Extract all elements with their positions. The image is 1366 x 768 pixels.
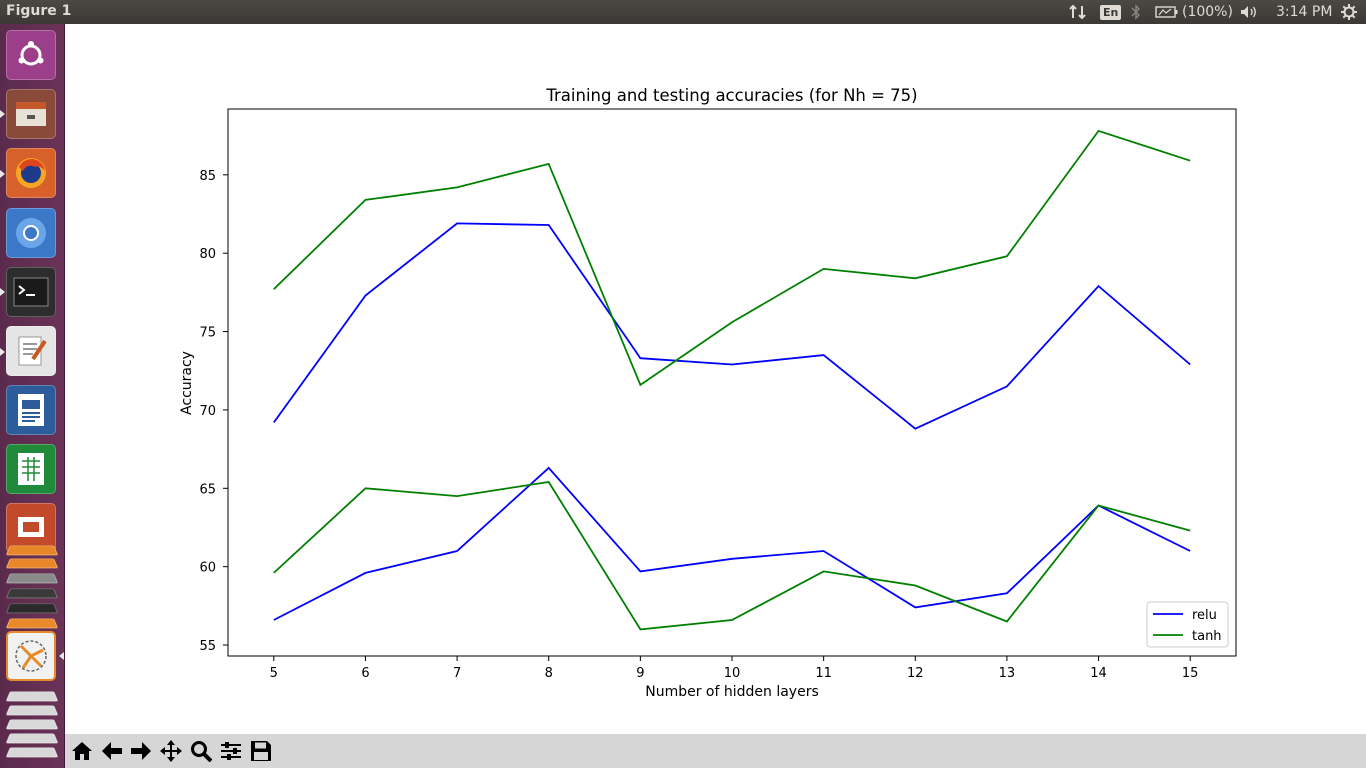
battery-percentage: (100%) [1182, 4, 1233, 20]
x-axis-label: Number of hidden layers [645, 684, 819, 700]
back-arrow-icon[interactable] [98, 738, 126, 764]
configure-subplots-icon[interactable] [217, 738, 245, 764]
top-panel: Figure 1 En (100%) 3:14 PM [0, 0, 1366, 24]
chromium-icon[interactable] [6, 208, 56, 258]
window-title: Figure 1 [6, 3, 72, 19]
y-tick-label: 65 [199, 482, 216, 497]
libreoffice-impress-icon[interactable] [6, 503, 56, 553]
x-tick-label: 6 [361, 666, 369, 681]
x-tick-label: 5 [270, 666, 278, 681]
focus-indicator [59, 652, 64, 660]
series-line-3 [273, 466, 1191, 621]
x-tick-label: 7 [453, 666, 461, 681]
firefox-icon[interactable] [6, 148, 56, 198]
stacked-window-icon[interactable] [5, 733, 59, 744]
figure-toolbar [65, 734, 1366, 768]
keyboard-layout-indicator[interactable]: En [1100, 0, 1122, 24]
battery-icon [1155, 6, 1179, 18]
running-indicator [0, 170, 5, 178]
launcher [0, 24, 65, 768]
bluetooth-icon[interactable] [1131, 0, 1141, 24]
system-settings-icon[interactable] [5, 603, 59, 614]
x-tick-label: 10 [724, 666, 741, 681]
running-indicator [0, 110, 5, 118]
axes-frame [227, 108, 1237, 657]
x-tick-label: 15 [1182, 666, 1199, 681]
figure-canvas[interactable]: Training and testing accuracies (for Nh … [65, 24, 1366, 734]
keyboard-layout-label: En [1100, 4, 1122, 20]
legend-label-tanh: tanh [1192, 629, 1222, 644]
terminal-icon[interactable] [6, 267, 56, 317]
stacked-window-icon[interactable] [5, 719, 59, 730]
battery-indicator[interactable]: (100%) [1155, 0, 1233, 24]
y-tick-label: 80 [199, 247, 216, 262]
legend: relu tanh [1146, 601, 1229, 648]
x-tick-label: 12 [907, 666, 924, 681]
system-settings-icon[interactable] [5, 588, 59, 599]
stacked-window-icon[interactable] [5, 691, 59, 702]
volume-icon[interactable] [1239, 0, 1259, 24]
y-tick-label: 60 [199, 561, 216, 576]
series-line-1 [273, 222, 1191, 430]
legend-label-relu: relu [1192, 608, 1217, 623]
clock[interactable]: 3:14 PM [1276, 4, 1333, 20]
x-tick-label: 11 [815, 666, 832, 681]
forward-arrow-icon[interactable] [127, 738, 155, 764]
stacked-window-icon[interactable] [5, 705, 59, 716]
x-tick-label: 14 [1090, 666, 1107, 681]
python-figure-icon[interactable] [6, 631, 56, 681]
amazon-icon[interactable] [5, 558, 59, 569]
y-axis-label: Accuracy [179, 351, 195, 415]
system-settings-icon[interactable] [5, 573, 59, 584]
y-tick-label: 75 [199, 326, 216, 341]
trash-icon[interactable] [5, 747, 59, 758]
ubuntu-dash-icon[interactable] [6, 30, 56, 80]
home-icon[interactable] [68, 738, 96, 764]
settings-gear-icon[interactable] [1340, 0, 1358, 24]
x-tick-label: 13 [999, 666, 1016, 681]
save-icon[interactable] [247, 738, 275, 764]
system-settings-icon[interactable] [5, 618, 59, 629]
x-tick-label: 8 [545, 666, 553, 681]
chart-title: Training and testing accuracies (for Nh … [545, 86, 917, 105]
files-icon[interactable] [6, 89, 56, 139]
pan-icon[interactable] [157, 738, 185, 764]
y-tick-label: 70 [199, 404, 216, 419]
libreoffice-writer-icon[interactable] [6, 385, 56, 435]
amazon-icon[interactable] [5, 545, 59, 556]
libreoffice-calc-icon[interactable] [6, 444, 56, 494]
text-editor-icon[interactable] [6, 326, 56, 376]
series-line-2 [273, 129, 1191, 387]
series-line-4 [273, 481, 1191, 631]
y-tick-label: 55 [199, 639, 216, 654]
x-tick-label: 9 [636, 666, 644, 681]
y-tick-label: 85 [199, 169, 216, 184]
network-transfer-icon[interactable] [1069, 0, 1087, 24]
running-indicator [0, 288, 5, 296]
running-indicator [0, 348, 5, 356]
line-chart: Training and testing accuracies (for Nh … [179, 86, 1237, 700]
zoom-icon[interactable] [187, 738, 215, 764]
